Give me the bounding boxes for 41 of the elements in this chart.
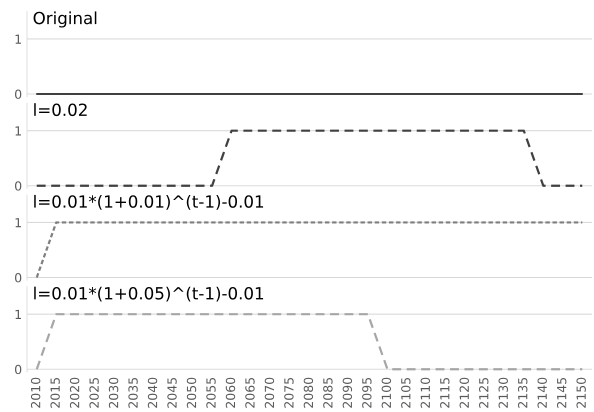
x-tick-label: 2095	[362, 378, 372, 408]
x-tick-label: 2015	[50, 378, 60, 408]
x-tick-label: 2050	[186, 378, 196, 408]
x-tick-label: 2060	[226, 378, 236, 408]
x-tick-label: 2065	[245, 378, 255, 408]
y-tick-label: 1	[16, 310, 21, 319]
y-tick-label: 1	[16, 218, 21, 228]
x-tick-label: 2025	[89, 378, 99, 408]
chart-title: l=0.01*(1+0.05)^(t-1)-0.01	[34, 286, 264, 302]
y-tick-label: 0	[15, 89, 22, 99]
x-tick-label: 2045	[167, 378, 177, 408]
x-tick-label: 2020	[70, 378, 80, 408]
x-tick-label: 2140	[537, 378, 547, 408]
x-tick-label: 2130	[498, 378, 508, 408]
x-tick-label: 2135	[518, 378, 528, 408]
x-tick-label: 2105	[401, 378, 411, 408]
x-tick-label: 2080	[304, 378, 314, 408]
y-tick-label: 1	[16, 34, 21, 44]
x-tick-label: 2090	[342, 378, 352, 408]
x-tick-label: 2115	[440, 378, 450, 408]
x-tick-label: 2110	[420, 378, 430, 408]
y-tick-label: 0	[15, 272, 22, 282]
chart-title: Original	[34, 11, 96, 28]
y-tick-label: 1	[16, 126, 21, 136]
x-tick-label: 2125	[479, 378, 488, 408]
x-tick-label: 2035	[128, 378, 138, 408]
chart-title: l=0.01*(1+0.01)^(t-1)-0.01	[34, 194, 264, 210]
x-tick-label: 2100	[382, 378, 392, 408]
x-tick-label: 2120	[460, 378, 469, 408]
x-tick-label: 2040	[148, 378, 158, 408]
x-tick-label: 2070	[264, 378, 274, 408]
x-tick-label: 2075	[284, 378, 294, 408]
chart-title: l=0.02	[34, 103, 87, 116]
y-tick-label: 0	[15, 181, 22, 191]
x-tick-label: 2085	[323, 378, 333, 408]
y-tick-label: 0	[15, 364, 22, 374]
x-tick-label: 2150	[576, 378, 586, 408]
x-tick-label: 2055	[206, 378, 216, 408]
x-tick-label: 2145	[556, 378, 566, 408]
x-tick-label: 2010	[30, 378, 40, 408]
x-tick-label: 2030	[108, 378, 118, 408]
